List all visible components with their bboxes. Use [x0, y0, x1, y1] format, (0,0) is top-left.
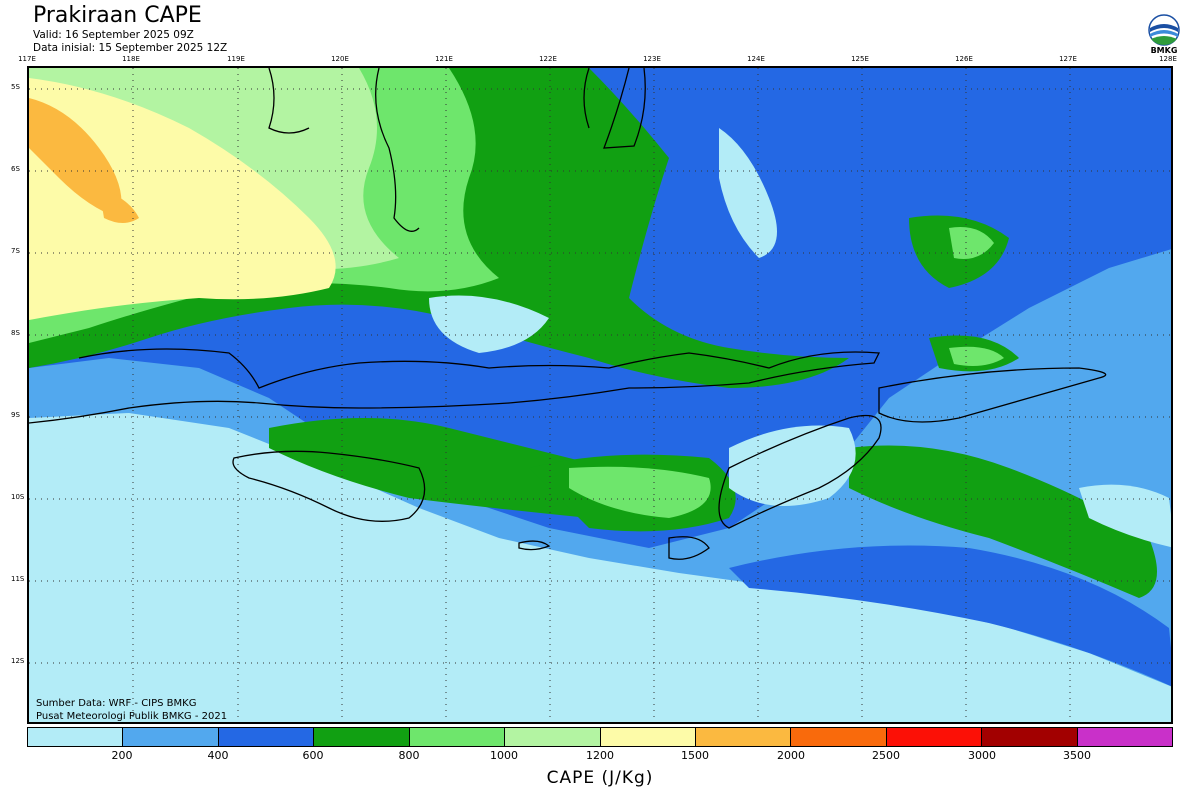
lon-label: 122E	[539, 55, 557, 63]
coast-flores-sumbawa	[29, 348, 881, 424]
cape-region-1500-2000	[29, 98, 122, 218]
legend-tick: 2000	[777, 749, 805, 762]
lon-label: 123E	[643, 55, 661, 63]
coast-rote	[668, 536, 710, 560]
lon-label: 125E	[851, 55, 869, 63]
legend-swatch	[28, 728, 124, 746]
legend-tick: 1200	[586, 749, 614, 762]
coast-wetar-eastern	[878, 367, 1107, 423]
lon-label: 118E	[122, 55, 140, 63]
cape-region-0-200	[719, 128, 777, 258]
legend-tick: 1000	[490, 749, 518, 762]
lon-label: 127E	[1059, 55, 1077, 63]
lon-label: 120E	[331, 55, 349, 63]
cape-map	[27, 66, 1173, 724]
legend-swatch	[982, 728, 1078, 746]
color-legend	[27, 727, 1173, 747]
coast-sumba	[232, 450, 426, 522]
grid-lines	[29, 68, 1171, 722]
legend-tick: 1500	[681, 749, 709, 762]
cape-region-800-1000	[949, 346, 1004, 366]
cape-region-0-200	[1079, 484, 1171, 548]
credit-source: Sumber Data: WRF - CIPS BMKG	[36, 698, 197, 709]
legend-axis-title: CAPE (J/Kg)	[546, 768, 654, 788]
coastlines	[29, 68, 1107, 560]
cape-region-800-1000	[569, 466, 711, 518]
cape-region-1500-2000	[99, 188, 139, 223]
legend-swatch	[695, 728, 792, 746]
lat-label: 11S	[11, 575, 25, 583]
cape-region-600-800	[849, 445, 1157, 598]
lon-label: 119E	[227, 55, 245, 63]
cape-region-800-1000	[949, 227, 994, 259]
credit-org: Pusat Meteorologi Publik BMKG - 2021	[36, 711, 228, 722]
legend-tick: 400	[207, 749, 229, 762]
legend-swatch	[886, 728, 983, 746]
legend-swatch	[314, 728, 410, 746]
legend-swatch	[409, 728, 506, 746]
lon-label: 128E	[1159, 55, 1177, 63]
bmkg-logo-icon	[1148, 14, 1180, 46]
cape-region-0-200	[29, 448, 1171, 722]
lat-label: 12S	[11, 657, 25, 665]
logo-text: BMKG	[1150, 46, 1178, 55]
legend-swatch	[218, 728, 315, 746]
chart-title: Prakiraan CAPE	[33, 3, 202, 28]
cape-field	[29, 68, 1171, 722]
lon-label: 126E	[955, 55, 973, 63]
valid-time: Valid: 16 September 2025 09Z	[33, 29, 194, 41]
legend-swatch	[600, 728, 696, 746]
legend-tick: 2500	[872, 749, 900, 762]
legend-tick: 3000	[968, 749, 996, 762]
legend-swatch	[505, 728, 601, 746]
cape-region-1200-1500	[29, 78, 336, 320]
legend-swatch	[1077, 728, 1173, 746]
legend-swatch	[791, 728, 887, 746]
coast-savu	[518, 540, 551, 551]
cape-region-0-200	[429, 295, 549, 353]
lat-label: 7S	[11, 247, 20, 255]
legend-swatch	[123, 728, 219, 746]
coast-timor	[718, 414, 882, 529]
lon-label: 121E	[435, 55, 453, 63]
lat-label: 10S	[11, 493, 25, 501]
lat-label: 6S	[11, 165, 20, 173]
lat-label: 5S	[11, 83, 20, 91]
legend-tick: 3500	[1063, 749, 1091, 762]
lat-label: 9S	[11, 411, 20, 419]
legend-tick: 200	[111, 749, 133, 762]
legend-tick: 800	[398, 749, 420, 762]
coast-sulawesi	[268, 68, 646, 232]
lon-label: 117E	[18, 55, 36, 63]
lon-label: 124E	[747, 55, 765, 63]
legend-tick: 600	[302, 749, 324, 762]
init-time: Data inisial: 15 September 2025 12Z	[33, 42, 228, 54]
lat-label: 8S	[11, 329, 20, 337]
